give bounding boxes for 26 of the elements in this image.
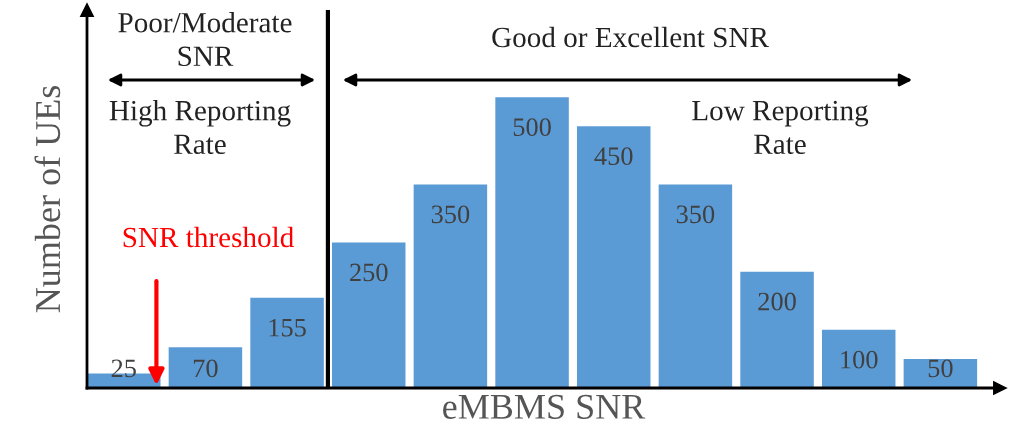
annotation: Good or Excellent SNR (492, 26, 769, 48)
data-label: 450 (594, 147, 633, 166)
data-label: 200 (758, 292, 796, 311)
data-label: 250 (350, 263, 388, 282)
bar (740, 271, 814, 388)
bar (576, 126, 651, 388)
data-label: 350 (676, 205, 715, 224)
annotation: SNR threshold (123, 226, 294, 248)
data-label: 50 (928, 359, 953, 378)
data-label: 100 (841, 350, 878, 369)
bar (658, 184, 733, 388)
annotation: Poor/Moderate SNR (118, 12, 292, 67)
bar (250, 297, 324, 388)
annotation: Low Reporting Rate (692, 100, 869, 155)
x-axis-title: eMBMS SNR (443, 394, 646, 419)
data-label: 70 (193, 359, 218, 378)
data-label: 155 (269, 318, 306, 337)
annotation: High Reporting Rate (109, 99, 291, 155)
data-label: 25 (111, 359, 136, 378)
bar (495, 97, 569, 388)
bar (821, 329, 896, 388)
y-axis-title: Number of UEs (34, 85, 61, 313)
bar (168, 347, 243, 388)
bar (413, 184, 488, 388)
data-label: 350 (431, 205, 470, 224)
data-label: 500 (513, 118, 551, 136)
